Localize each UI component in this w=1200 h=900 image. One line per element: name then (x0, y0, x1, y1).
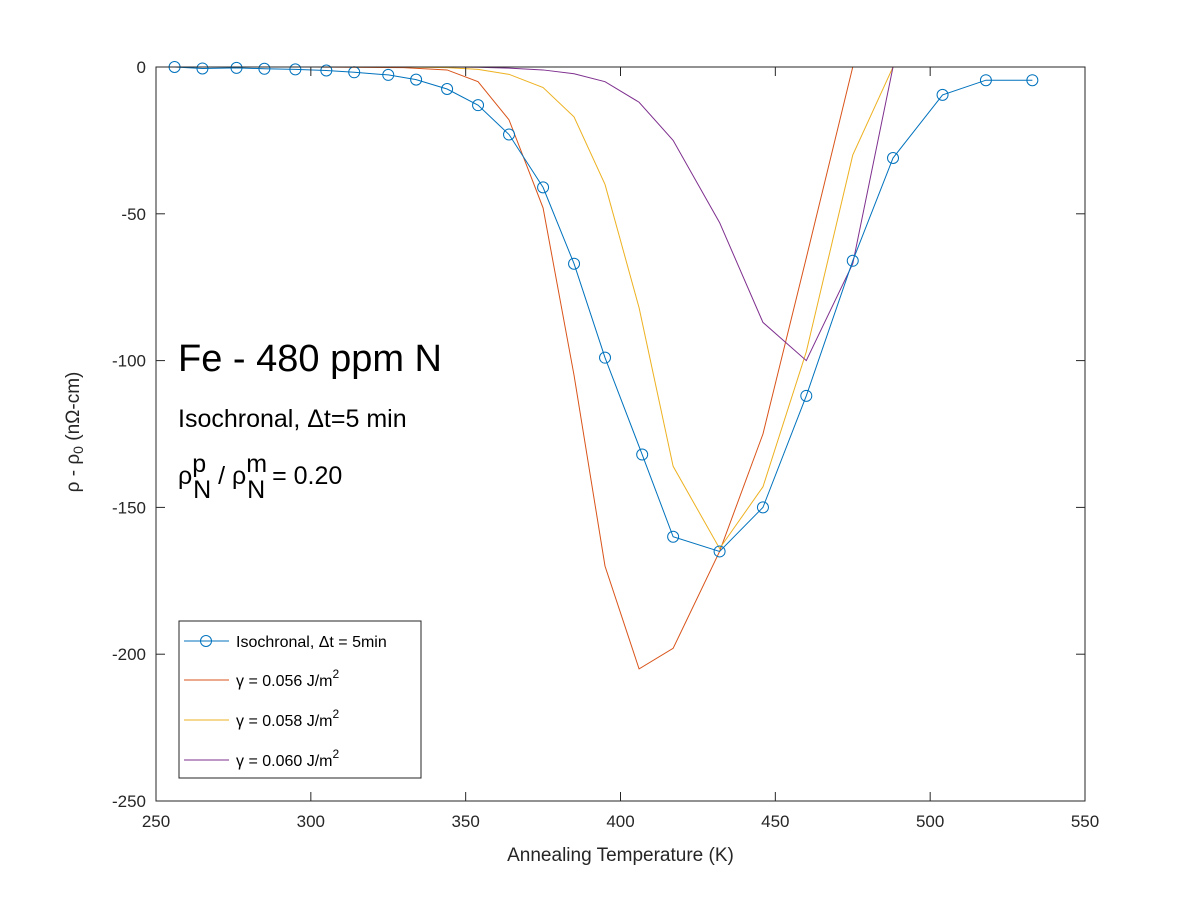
ratio-sup-p: p (192, 450, 206, 478)
series-layer (168, 61, 1039, 670)
data-point (410, 73, 423, 86)
ticks-layer: 250 300 350 400 450 500 550 0 -50 -100 -150 -200 -25… (112, 58, 1099, 831)
annotation-ratio: ρp N / ρm N = 0.20 (178, 450, 342, 504)
data-point (320, 64, 333, 77)
legend-marker-0 (200, 635, 212, 647)
ratio-slash-rho: / ρ (211, 462, 246, 490)
ratio-sub-n1: N (193, 476, 211, 504)
y-tick-label: -250 (112, 792, 146, 811)
y-axis-title-sub: 0 (70, 446, 86, 454)
series-line-3 (174, 66, 1033, 362)
x-axis-title: Annealing Temperature (K) (507, 845, 734, 866)
data-point (800, 389, 813, 402)
data-point (756, 501, 769, 514)
x-tick-label: 400 (606, 812, 634, 831)
x-tick-label: 300 (297, 812, 325, 831)
legend-label-sup: 2 (333, 747, 340, 761)
ratio-value: = 0.20 (265, 462, 342, 490)
x-tick-label: 250 (142, 812, 170, 831)
legend-label-text: γ = 0.056 J/m (236, 673, 333, 690)
ratio-sub-n2: N (247, 476, 265, 504)
x-tick-label: 500 (916, 812, 944, 831)
data-point (472, 99, 485, 112)
data-point (979, 74, 992, 87)
y-axis-title: ρ - ρ0 (nΩ-cm) (63, 372, 86, 493)
data-point (537, 181, 550, 194)
ratio-rho: ρ (178, 462, 192, 490)
y-tick-label: -100 (112, 352, 146, 371)
legend-label-sup: 2 (333, 707, 340, 721)
legend-label-text: γ = 0.058 J/m (236, 713, 333, 730)
data-point (382, 68, 395, 81)
series-line-0 (174, 66, 1033, 553)
y-tick-label: -50 (121, 205, 146, 224)
legend-label-sup: 2 (333, 667, 340, 681)
legend-label-text: Isochronal, Δt = 5min (236, 634, 387, 651)
data-point (667, 530, 680, 543)
annotation-isochronal: Isochronal, Δt=5 min (178, 405, 407, 433)
x-tick-label: 450 (761, 812, 789, 831)
data-point (503, 128, 516, 141)
data-point (1026, 74, 1039, 87)
y-tick-label: -200 (112, 645, 146, 664)
y-axis-title-rest: (nΩ-cm) (63, 372, 84, 446)
ratio-sup-m: m (246, 450, 267, 478)
legend-box (178, 620, 422, 779)
legend-label-3: γ = 0.060 J/m2 (236, 747, 340, 770)
legend-label-1: γ = 0.056 J/m2 (236, 667, 340, 690)
data-point (936, 88, 949, 101)
data-point (196, 62, 209, 75)
data-point (230, 61, 243, 74)
y-tick-label: 0 (137, 58, 146, 77)
x-tick-label: 350 (451, 812, 479, 831)
data-point (568, 257, 581, 270)
data-point (289, 63, 302, 76)
series-line-2 (174, 66, 943, 550)
legend-label-2: γ = 0.058 J/m2 (236, 707, 340, 730)
y-tick-label: -150 (112, 498, 146, 517)
data-point (636, 448, 649, 461)
data-point (713, 545, 726, 558)
data-point (887, 152, 900, 165)
data-point (441, 83, 454, 96)
legend-label-0: Isochronal, Δt = 5min (236, 634, 387, 651)
annotation-title: Fe - 480 ppm N (178, 338, 442, 380)
data-point (258, 62, 271, 75)
series-line-1 (174, 66, 894, 670)
y-axis-title-base: ρ - ρ (63, 454, 84, 493)
legend-label-text: γ = 0.060 J/m (236, 753, 333, 770)
x-tick-label: 550 (1071, 812, 1099, 831)
data-point (599, 351, 612, 364)
data-point (846, 254, 859, 267)
